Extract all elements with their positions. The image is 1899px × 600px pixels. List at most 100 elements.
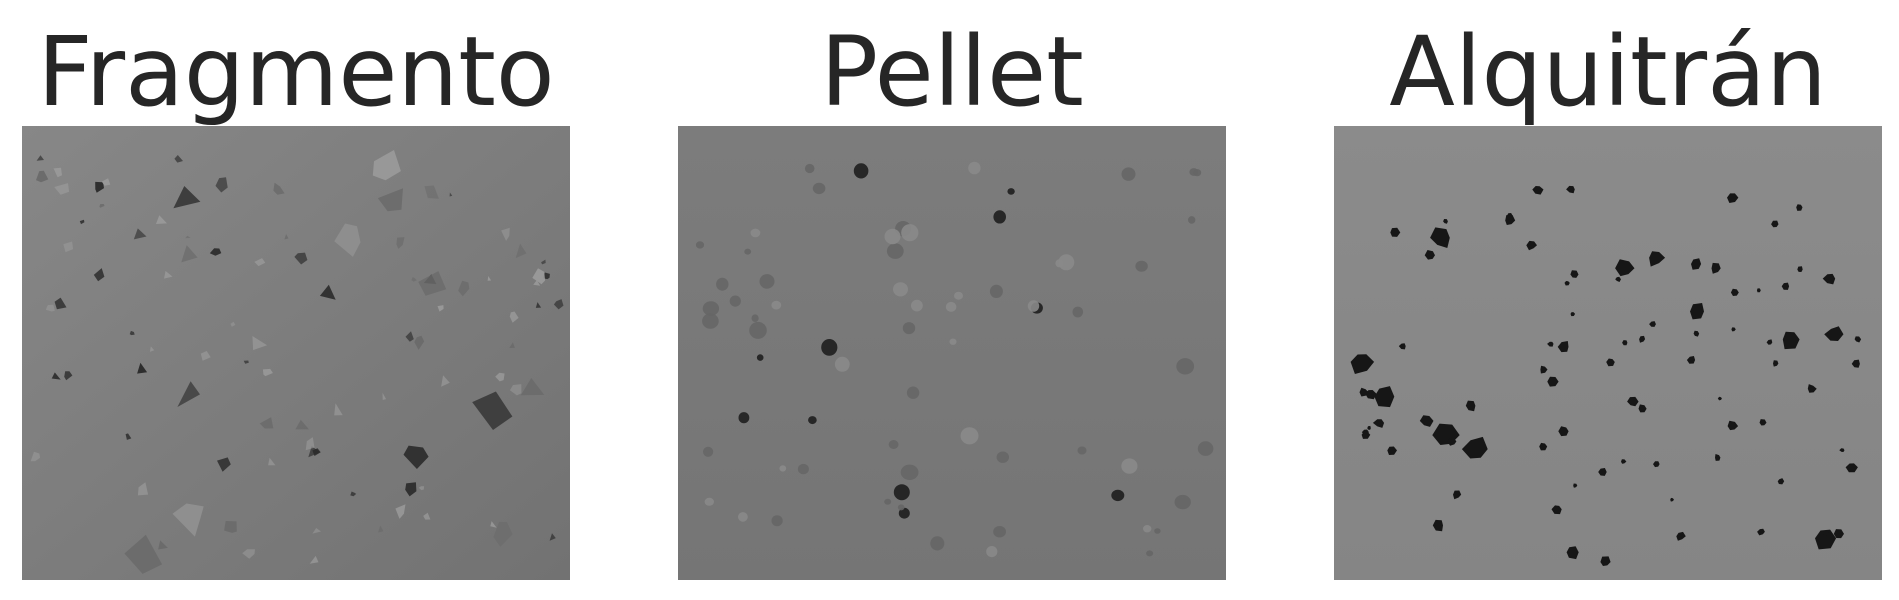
tar-particle — [1558, 426, 1569, 437]
tar-particle — [1815, 529, 1837, 550]
pellet-particle — [930, 536, 945, 551]
fragment-particle — [137, 482, 149, 496]
pellet-particle — [893, 484, 910, 501]
pellet-particle — [751, 314, 759, 322]
fragment-particle — [312, 528, 322, 534]
fragment-particle — [493, 521, 513, 547]
fragment-particle — [305, 437, 315, 451]
tar-particle — [1359, 387, 1369, 397]
fragment-particle — [64, 371, 73, 381]
fragment-particle — [458, 280, 470, 297]
pellet-particle — [902, 322, 916, 335]
fragment-particle — [490, 521, 497, 528]
fragment-particle — [259, 417, 274, 429]
pellet-particle — [1058, 254, 1075, 271]
tar-particle — [1796, 204, 1803, 211]
tar-particle — [1622, 340, 1628, 346]
pellet-particle — [1055, 259, 1064, 268]
tar-particle — [1649, 321, 1656, 327]
tar-particle — [1833, 529, 1844, 539]
pellet-particle — [702, 313, 719, 329]
tar-particle — [1824, 326, 1844, 341]
pellet-particle — [949, 338, 957, 345]
panel-title-pellet: Pellet — [820, 16, 1084, 128]
fragment-particle — [441, 375, 450, 387]
pellet-image — [678, 126, 1226, 580]
fragmento-image — [22, 126, 570, 580]
pellet-particle — [1135, 260, 1148, 272]
tar-particle — [1759, 419, 1767, 426]
tar-particle — [1730, 288, 1739, 296]
pellet-particle — [1111, 489, 1125, 502]
fragment-particle — [217, 457, 231, 472]
pellet-particle — [1176, 358, 1195, 375]
tar-particle — [1372, 419, 1385, 428]
fragment-particle — [230, 321, 236, 327]
tar-particle — [1639, 335, 1646, 343]
fragment-particle — [423, 512, 431, 520]
fragment-particle — [243, 360, 249, 364]
fragment-particle — [125, 433, 132, 440]
tar-particle — [1505, 215, 1516, 225]
pellet-particle — [821, 339, 838, 356]
tar-particle — [1627, 396, 1639, 407]
pellet-particle — [1027, 300, 1040, 312]
pellet-particle — [886, 243, 904, 259]
pellet-particle — [945, 301, 957, 312]
fragment-particle — [95, 181, 104, 193]
pellet-particle — [738, 412, 750, 424]
tar-particle — [1566, 185, 1575, 194]
fragment-particle — [424, 185, 439, 199]
pellet-particle — [884, 228, 901, 245]
tar-particle — [1564, 281, 1570, 286]
pellet-particle — [834, 356, 850, 372]
fragment-particle — [377, 188, 403, 212]
fragment-particle — [133, 228, 147, 240]
tar-particle — [1839, 448, 1845, 452]
fragment-particle — [200, 351, 211, 361]
tar-particle — [1557, 341, 1569, 353]
tar-particle — [1432, 519, 1443, 532]
pellet-particle — [853, 163, 869, 179]
fragment-particle — [101, 178, 111, 186]
pellet-particle — [812, 182, 826, 195]
tar-particle — [1570, 312, 1576, 317]
pellet-particle — [901, 224, 919, 242]
pellet-particle — [744, 248, 752, 255]
tar-particle — [1367, 425, 1371, 430]
pellet-particle — [906, 386, 920, 399]
fragment-particle — [495, 372, 505, 382]
pellet-particle — [779, 465, 787, 472]
fragment-particle — [395, 504, 406, 519]
fragment-particle — [520, 378, 545, 396]
fragment-particle — [418, 271, 447, 296]
fragment-particle — [209, 248, 222, 256]
pellet-particle — [759, 274, 775, 289]
alquitran-image — [1334, 126, 1882, 580]
pellet-particle — [749, 321, 767, 339]
pellet-particle — [750, 228, 761, 238]
fragment-particle — [411, 277, 417, 282]
fragment-particle — [533, 280, 541, 286]
pellet-particle — [716, 277, 729, 291]
fragment-particle — [79, 219, 85, 225]
tar-particle — [1807, 384, 1817, 393]
pellet-particle — [1077, 446, 1087, 455]
tar-particle — [1390, 227, 1401, 237]
fragment-particle — [268, 457, 276, 466]
tar-particle — [1766, 339, 1773, 345]
fragment-particle — [53, 167, 62, 178]
fragment-particle — [156, 215, 167, 224]
tar-particle — [1526, 240, 1537, 251]
tar-particle — [1822, 530, 1830, 536]
fragment-particle — [172, 503, 204, 537]
tar-particle — [1374, 386, 1395, 408]
tar-particle — [1711, 262, 1721, 274]
fragment-particle — [129, 330, 135, 336]
pellet-particle — [1072, 306, 1084, 318]
tar-particle — [1551, 505, 1562, 515]
fragment-particle — [405, 482, 417, 497]
fragment-particle — [334, 223, 361, 257]
pellet-particle — [911, 299, 923, 312]
fragment-particle — [295, 419, 309, 430]
